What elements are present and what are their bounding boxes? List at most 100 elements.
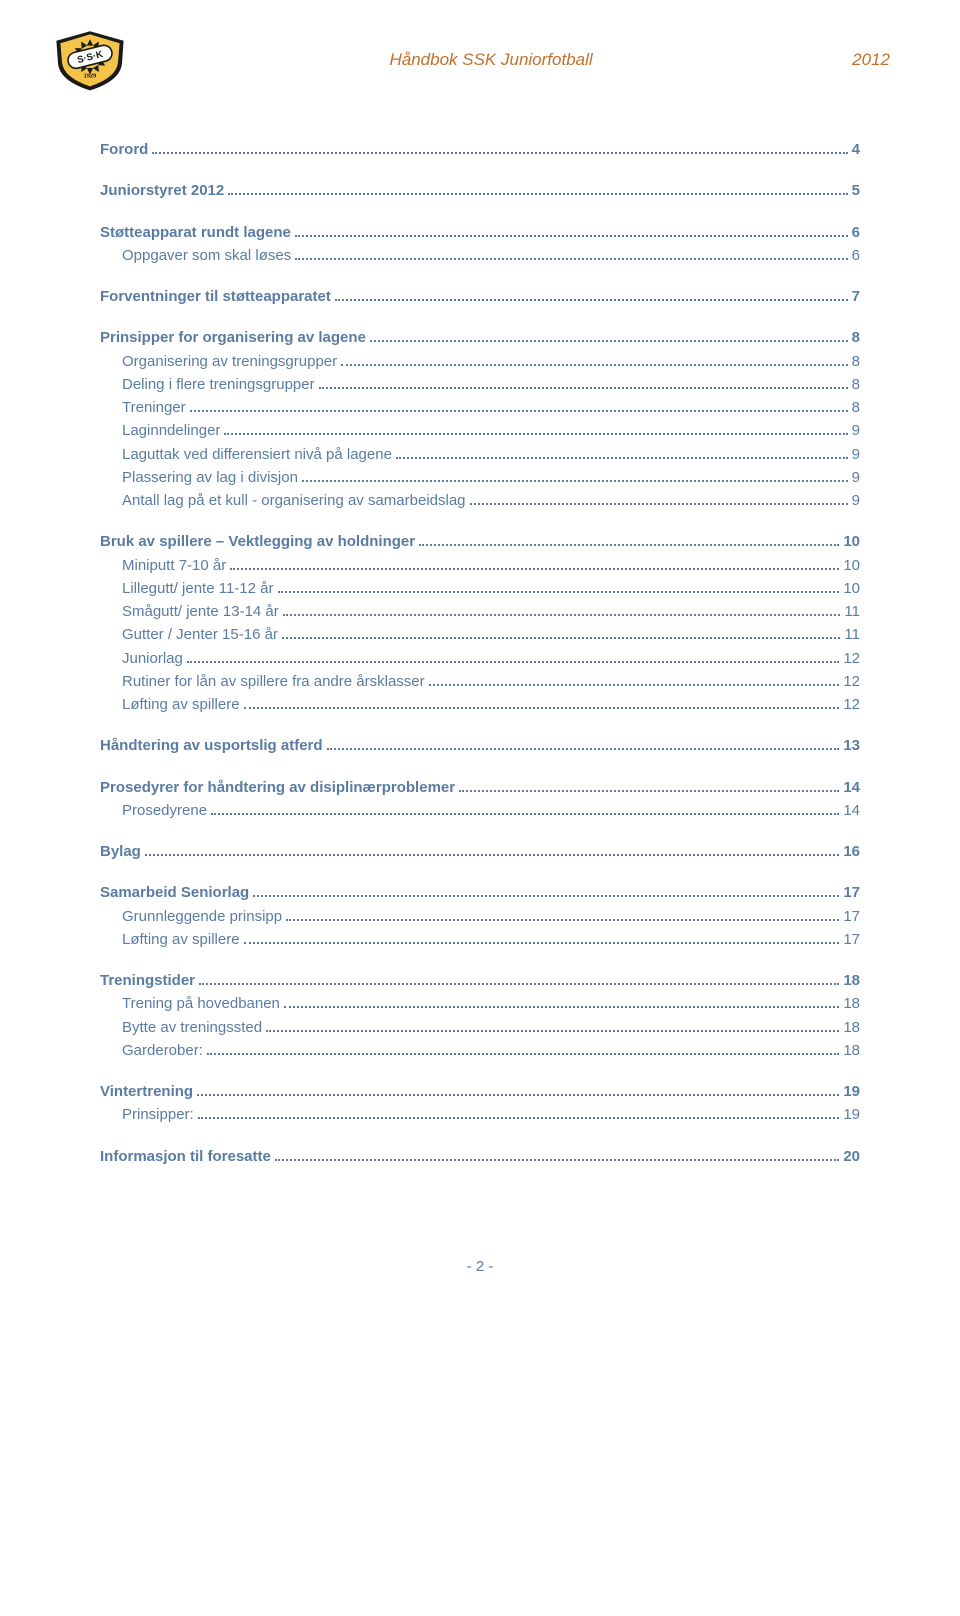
toc-entry[interactable]: Lillegutt/ jente 11-12 år10 [100, 577, 860, 600]
toc-leader-dots [429, 684, 840, 686]
toc-entry-label: Gutter / Jenter 15-16 år [100, 623, 278, 646]
toc-entry-label: Juniorstyret 2012 [100, 179, 224, 202]
toc-entry-label: Prinsipper: [100, 1103, 194, 1126]
toc-leader-dots [152, 152, 847, 154]
toc-entry[interactable]: Forventninger til støtteapparatet7 [100, 285, 860, 308]
toc-entry-label: Forord [100, 138, 148, 161]
toc-entry[interactable]: Informasjon til foresatte20 [100, 1145, 860, 1168]
toc-entry-label: Bruk av spillere – Vektlegging av holdni… [100, 530, 415, 553]
toc-entry-page: 14 [843, 799, 860, 822]
toc-entry[interactable]: Juniorstyret 2012 5 [100, 179, 860, 202]
toc-leader-dots [253, 895, 839, 897]
toc-entry[interactable]: Garderober:18 [100, 1039, 860, 1062]
toc-group: Håndtering av usportslig atferd13 [100, 734, 860, 757]
toc-entry-label: Rutiner for lån av spillere fra andre år… [100, 670, 425, 693]
toc-entry-label: Informasjon til foresatte [100, 1145, 271, 1168]
toc-entry[interactable]: Grunnleggende prinsipp17 [100, 905, 860, 928]
toc-entry-label: Laguttak ved differensiert nivå på lagen… [100, 443, 392, 466]
svg-text:1929: 1929 [84, 74, 96, 80]
document-year: 2012 [852, 50, 890, 70]
toc-entry[interactable]: Løfting av spillere17 [100, 928, 860, 951]
toc-entry-page: 8 [852, 326, 860, 349]
toc-entry[interactable]: Oppgaver som skal løses6 [100, 244, 860, 267]
toc-entry[interactable]: Bytte av treningssted18 [100, 1016, 860, 1039]
toc-entry[interactable]: Samarbeid Seniorlag17 [100, 881, 860, 904]
toc-entry[interactable]: Rutiner for lån av spillere fra andre år… [100, 670, 860, 693]
toc-entry-label: Støtteapparat rundt lagene [100, 221, 291, 244]
toc-group: Bruk av spillere – Vektlegging av holdni… [100, 530, 860, 716]
toc-leader-dots [187, 661, 839, 663]
toc-entry[interactable]: Treninger8 [100, 396, 860, 419]
toc-entry[interactable]: Prosedyrer for håndtering av disiplinærp… [100, 776, 860, 799]
toc-entry-label: Deling i flere treningsgrupper [100, 373, 315, 396]
toc-entry[interactable]: Prinsipper: 19 [100, 1103, 860, 1126]
toc-group: Informasjon til foresatte20 [100, 1145, 860, 1168]
toc-group: Støtteapparat rundt lagene6Oppgaver som … [100, 221, 860, 268]
toc-group: Bylag16 [100, 840, 860, 863]
toc-entry-label: Oppgaver som skal løses [100, 244, 291, 267]
toc-entry-label: Laginndelinger [100, 419, 220, 442]
toc-entry-label: Løfting av spillere [100, 693, 240, 716]
toc-leader-dots [207, 1053, 839, 1055]
toc-leader-dots [419, 544, 839, 546]
toc-entry-page: 9 [852, 466, 860, 489]
toc-entry[interactable]: Prosedyrene 14 [100, 799, 860, 822]
toc-entry[interactable]: Bylag16 [100, 840, 860, 863]
toc-entry-page: 9 [852, 489, 860, 512]
toc-leader-dots [327, 748, 840, 750]
toc-entry[interactable]: Bruk av spillere – Vektlegging av holdni… [100, 530, 860, 553]
toc-entry-page: 18 [843, 992, 860, 1015]
toc-entry-page: 8 [852, 350, 860, 373]
toc-entry[interactable]: Forord4 [100, 138, 860, 161]
toc-group: Forord4 [100, 138, 860, 161]
toc-entry-label: Garderober: [100, 1039, 203, 1062]
toc-leader-dots [266, 1030, 839, 1032]
toc-entry-page: 17 [843, 928, 860, 951]
toc-entry-label: Treningstider [100, 969, 195, 992]
toc-entry[interactable]: Treningstider18 [100, 969, 860, 992]
toc-entry[interactable]: Organisering av treningsgrupper8 [100, 350, 860, 373]
shield-logo-icon: S·S·K 1929 [50, 28, 130, 92]
toc-entry-page: 9 [852, 443, 860, 466]
toc-entry-page: 10 [843, 530, 860, 553]
toc-entry-page: 10 [843, 554, 860, 577]
toc-leader-dots [319, 387, 848, 389]
toc-entry-page: 19 [843, 1080, 860, 1103]
toc-entry[interactable]: Plassering av lag i divisjon 9 [100, 466, 860, 489]
toc-entry-label: Prosedyrer for håndtering av disiplinærp… [100, 776, 455, 799]
toc-entry-page: 5 [852, 179, 860, 202]
toc-entry-label: Vintertrening [100, 1080, 193, 1103]
toc-entry-page: 6 [852, 221, 860, 244]
toc-entry-label: Lillegutt/ jente 11-12 år [100, 577, 274, 600]
toc-entry[interactable]: Håndtering av usportslig atferd13 [100, 734, 860, 757]
toc-entry[interactable]: Deling i flere treningsgrupper 8 [100, 373, 860, 396]
toc-entry-page: 7 [852, 285, 860, 308]
toc-entry[interactable]: Laguttak ved differensiert nivå på lagen… [100, 443, 860, 466]
toc-entry[interactable]: Vintertrening 19 [100, 1080, 860, 1103]
toc-entry[interactable]: Antall lag på et kull - organisering av … [100, 489, 860, 512]
toc-entry[interactable]: Løfting av spillere 12 [100, 693, 860, 716]
toc-entry-label: Prosedyrene [100, 799, 207, 822]
toc-entry-label: Håndtering av usportslig atferd [100, 734, 323, 757]
toc-leader-dots [278, 591, 840, 593]
toc-entry[interactable]: Gutter / Jenter 15-16 år11 [100, 623, 860, 646]
toc-leader-dots [230, 568, 839, 570]
toc-entry-label: Miniputt 7-10 år [100, 554, 226, 577]
toc-entry[interactable]: Miniputt 7-10 år 10 [100, 554, 860, 577]
toc-entry-label: Plassering av lag i divisjon [100, 466, 298, 489]
toc-entry-page: 19 [843, 1103, 860, 1126]
toc-leader-dots [275, 1159, 839, 1161]
toc-entry[interactable]: Juniorlag12 [100, 647, 860, 670]
toc-entry-label: Samarbeid Seniorlag [100, 881, 249, 904]
toc-entry-page: 12 [843, 693, 860, 716]
toc-group: Treningstider18Trening på hovedbanen18By… [100, 969, 860, 1062]
document-header: S·S·K 1929 Håndbok SSK Juniorfotball 201… [100, 28, 860, 92]
toc-entry-page: 18 [843, 1016, 860, 1039]
toc-entry-page: 8 [852, 373, 860, 396]
toc-entry[interactable]: Laginndelinger9 [100, 419, 860, 442]
toc-entry[interactable]: Prinsipper for organisering av lagene8 [100, 326, 860, 349]
toc-entry[interactable]: Støtteapparat rundt lagene 6 [100, 221, 860, 244]
toc-entry[interactable]: Smågutt/ jente 13-14 år11 [100, 600, 860, 623]
toc-entry-label: Bylag [100, 840, 141, 863]
toc-entry[interactable]: Trening på hovedbanen18 [100, 992, 860, 1015]
